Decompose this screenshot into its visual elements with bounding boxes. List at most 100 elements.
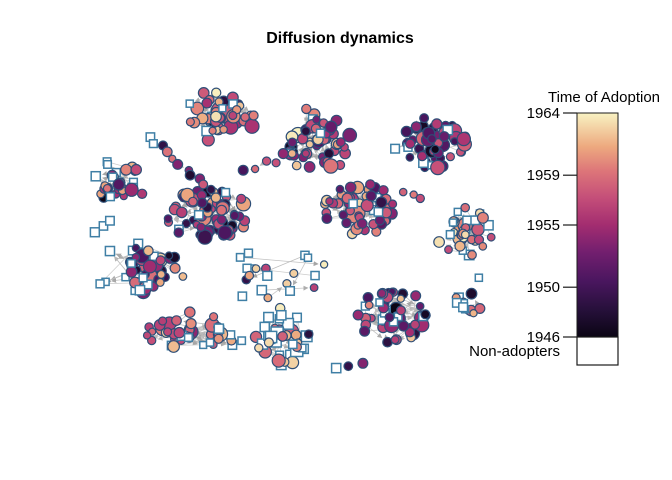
adopter-node [378,185,389,196]
adopter-node [102,183,112,193]
adopter-node [136,188,148,199]
adopter-node [184,169,196,181]
adopter-node [312,115,321,124]
adopter-node [474,303,486,315]
adopter-node [201,97,213,109]
legend-gradient-bar [576,112,619,338]
adopter-node [410,290,422,302]
legend-non-adopters-label: Non-adopters [469,343,560,360]
non-adopter-node [89,227,101,238]
adopter-node [229,210,240,221]
adopter-node [319,260,329,269]
legend-tick-1955: 1955 [526,217,560,234]
adopter-node [206,184,216,195]
adopter-node [301,103,312,115]
adopter-node [196,222,206,232]
adopter-node [365,179,376,190]
adopter-node [454,240,466,252]
legend-tick-1946: 1946 [526,329,560,346]
adopter-node [184,306,196,318]
adopter-node [415,193,425,204]
adopter-node [377,288,387,298]
adopter-node [467,249,477,260]
adopter-node [124,182,139,197]
non-adopter-node [483,219,494,231]
adopter-node [216,204,228,216]
adopter-node [254,343,264,353]
adopter-node [375,196,388,209]
non-adopter-node [310,270,320,281]
adopter-node [196,197,208,209]
adopter-node [289,268,299,278]
adopter-node [172,158,184,170]
non-adopter-node [142,279,153,290]
adopter-node [178,272,188,281]
adopter-node [142,331,152,340]
adopter-node [398,187,408,197]
adopter-node [303,329,314,339]
adopter-node [185,318,197,330]
non-adopter-node [235,252,245,262]
adopter-node [209,312,219,322]
adopter-node [323,148,335,159]
non-adopter-node [237,291,248,302]
non-adopter-node [453,207,462,217]
non-adopter-node [259,321,271,333]
adopter-node [365,190,377,202]
adopter-node [396,294,405,303]
adopter-node [237,164,249,176]
adopter-node [384,312,395,323]
adopter-node [335,184,345,194]
adopter-node [263,293,273,303]
adopter-node [112,178,126,191]
adopter-node [287,149,297,159]
legend-tick-1950: 1950 [526,279,560,296]
adopter-node [409,190,418,199]
adopter-node [263,337,274,348]
adopter-node [155,277,165,287]
adopter-node [176,206,188,219]
adopter-node [120,163,133,176]
adopter-node [419,113,430,124]
non-adopter-node [193,209,204,220]
adopter-node [415,301,425,311]
adopter-node [400,125,413,138]
non-adopter-node [199,340,208,350]
adopter-node [364,300,374,310]
non-adopter-node [104,245,116,257]
adopter-node [156,269,166,279]
adopter-node [190,101,205,116]
adopter-node [335,137,346,148]
adopter-node [248,110,259,121]
adopter-node [213,333,224,344]
adopter-node [430,144,440,155]
adopter-node [131,243,141,253]
adopter-node [219,125,228,134]
non-adopter-node [348,198,358,209]
adopter-node [430,159,446,176]
adopter-node [169,262,181,274]
non-adopter-node [285,285,296,296]
adopter-node [410,319,421,330]
adopter-node [163,214,173,224]
adopter-node [388,199,398,209]
adopter-node [185,117,195,127]
adopter-node [398,320,410,332]
non-adopter-node [107,172,118,182]
adopter-node [460,230,470,240]
adopter-node [271,353,286,368]
adopter-node [197,229,213,245]
non-adopter-node [330,362,342,374]
non-adopter-node [237,336,247,346]
non-adopter-node [243,248,254,258]
adopter-node [433,236,446,248]
adopter-node [198,179,209,190]
adopter-node [356,218,368,229]
legend-title: Time of Adoption [547,89,661,106]
adopter-node [277,331,289,342]
legend-non-adopters-box [576,336,619,366]
adopter-node [410,121,422,133]
non-adopter-node [90,170,102,182]
adopter-node [161,146,173,158]
